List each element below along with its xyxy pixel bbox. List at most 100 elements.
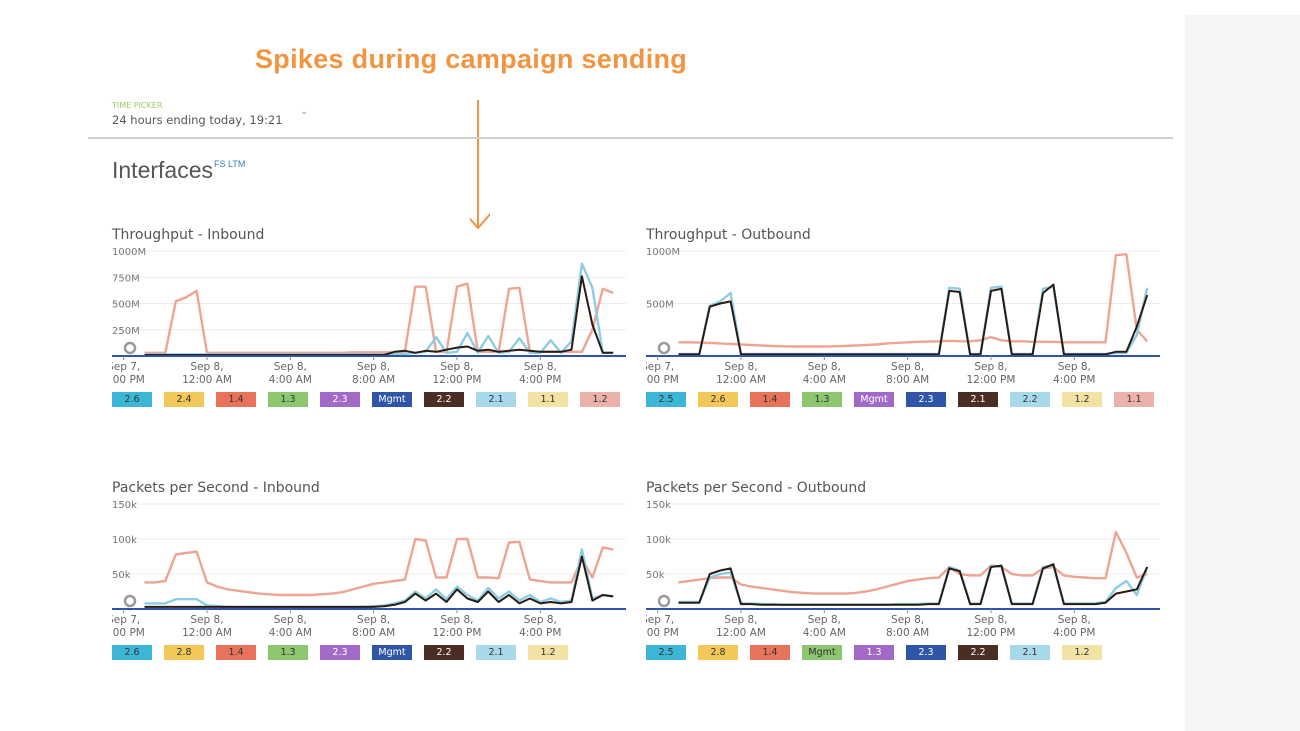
x-tick-label: Sep 8, [440,614,473,626]
x-tick-label: Sep 8, [1058,361,1091,373]
legend-item[interactable]: 1.4 [750,645,790,660]
range-handle-icon[interactable] [123,594,137,608]
legend-item[interactable]: 2.3 [320,645,360,660]
legend-item[interactable]: Mgmt [854,392,894,407]
section-title-text: Interfaces [112,157,213,183]
chart-title: Packets per Second - Outbound [646,480,867,496]
legend-item[interactable]: 2.8 [698,645,738,660]
legend-item[interactable]: 2.2 [424,392,464,407]
x-tick-label: 8:00 PM [112,627,145,639]
x-tick-label: Sep 8, [274,614,307,626]
chart-title: Throughput - Outbound [646,227,811,243]
series-line-2-1 [678,283,1149,356]
y-tick-label: 50k [112,570,131,581]
x-tick-label: 4:00 PM [1053,627,1095,639]
y-tick-label: 500M [112,300,140,311]
x-tick-label: 12:00 PM [432,627,481,639]
legend-item[interactable]: 1.4 [750,392,790,407]
legend-item[interactable]: 1.1 [1114,392,1154,407]
legend-item[interactable]: 1.2 [528,645,568,660]
x-tick-label: Sep 8, [724,614,757,626]
chart-throughput-inbound: Throughput - Inbound 1000M 750M 500M 250M Se… [112,226,642,407]
legend-item[interactable]: Mgmt [802,645,842,660]
x-tick-label: Sep 8, [524,614,557,626]
x-tick-label: Sep 8, [808,361,841,373]
time-picker-value[interactable]: 24 hours ending today, 19:21 [112,113,283,127]
legend-item[interactable]: 2.1 [476,392,516,407]
legend-item[interactable]: 2.2 [424,645,464,660]
x-tick-label: Sep 8, [724,361,757,373]
legend-item[interactable]: 2.3 [320,392,360,407]
x-tick-label: Sep 8, [808,614,841,626]
range-handle-icon[interactable] [123,341,137,355]
legend-item[interactable]: 2.3 [906,645,946,660]
legend-item[interactable]: 1.4 [216,645,256,660]
legend-item[interactable]: 2.3 [906,392,946,407]
x-tick-label: 8:00 AM [886,374,929,386]
range-handle-icon[interactable] [657,341,671,355]
chart-title: Packets per Second - Inbound [112,480,320,496]
x-tick-label: 12:00 AM [182,627,232,639]
legend-item[interactable]: Mgmt [372,392,412,407]
legend-item[interactable]: 2.6 [698,392,738,407]
x-tick-label: Sep 7, [112,614,140,626]
y-tick-label: 100k [112,535,137,546]
y-tick-label: 750M [112,273,140,284]
legend-item[interactable]: 2.2 [958,645,998,660]
legend-item[interactable]: 1.3 [854,645,894,660]
x-tick-label: 8:00 PM [646,627,679,639]
x-tick-label: Sep 8, [1058,614,1091,626]
chart-legend: 2.6 2.4 1.4 1.3 2.3 Mgmt 2.2 2.1 1.1 1.2 [112,392,652,407]
chart-packets-outbound: Packets per Second - Outbound 150k 100k 50… [646,479,1176,660]
x-tick-label: 4:00 AM [803,627,846,639]
chart-packets-inbound: Packets per Second - Inbound 150k 100k 50k… [112,479,642,660]
y-tick-label: 100k [646,535,671,546]
page-background [1185,15,1300,731]
x-tick-label: 12:00 AM [716,374,766,386]
series-line-2-2 [678,563,1149,606]
legend-item[interactable]: 1.3 [268,392,308,407]
legend-item[interactable]: 1.4 [216,392,256,407]
legend-item[interactable]: 1.2 [1062,645,1102,660]
legend-item[interactable]: 2.1 [1010,645,1050,660]
x-tick-label: 4:00 AM [269,374,312,386]
x-tick-label: 4:00 PM [519,627,561,639]
series-line-2-2 [144,275,614,356]
chevron-down-icon[interactable]: ⌄ [300,106,309,117]
legend-item[interactable]: 1.2 [1062,392,1102,407]
legend-item[interactable]: Mgmt [372,645,412,660]
legend-item[interactable]: 2.5 [646,392,686,407]
series-line-1-2 [144,282,614,355]
x-tick-label: 8:00 AM [352,627,395,639]
x-tick-label: Sep 8, [891,361,924,373]
legend-item[interactable]: 2.4 [164,392,204,407]
x-tick-label: Sep 7, [112,361,140,373]
legend-item[interactable]: 1.1 [528,392,568,407]
y-tick-label: 1000M [646,247,680,258]
range-handle-icon[interactable] [657,594,671,608]
x-tick-label: 4:00 PM [1053,374,1095,386]
y-tick-label: 150k [646,500,671,511]
x-tick-label: 12:00 AM [716,627,766,639]
legend-item[interactable]: 2.2 [1010,392,1050,407]
legend-item[interactable]: 2.1 [476,645,516,660]
legend-item[interactable]: 1.3 [268,645,308,660]
chart-throughput-outbound: Throughput - Outbound 1000M500MSep 7,8:0… [646,226,1176,407]
series-line-1-4 [678,530,1148,595]
legend-item[interactable]: 1.2 [580,392,620,407]
x-tick-label: 8:00 PM [646,374,679,386]
series-line-2-2 [144,555,614,608]
legend-item[interactable]: 1.3 [802,392,842,407]
x-tick-label: 8:00 AM [352,374,395,386]
x-tick-label: Sep 8, [274,361,307,373]
legend-item[interactable]: 2.5 [646,645,686,660]
y-tick-label: 500M [646,300,674,311]
legend-item[interactable]: 2.6 [112,645,152,660]
legend-item[interactable]: 2.1 [958,392,998,407]
x-tick-label: Sep 8, [974,614,1007,626]
legend-item[interactable]: 2.8 [164,645,204,660]
series-line-1-1 [678,252,1149,348]
series-line-1-4 [144,537,614,597]
legend-item[interactable]: 2.6 [112,392,152,407]
